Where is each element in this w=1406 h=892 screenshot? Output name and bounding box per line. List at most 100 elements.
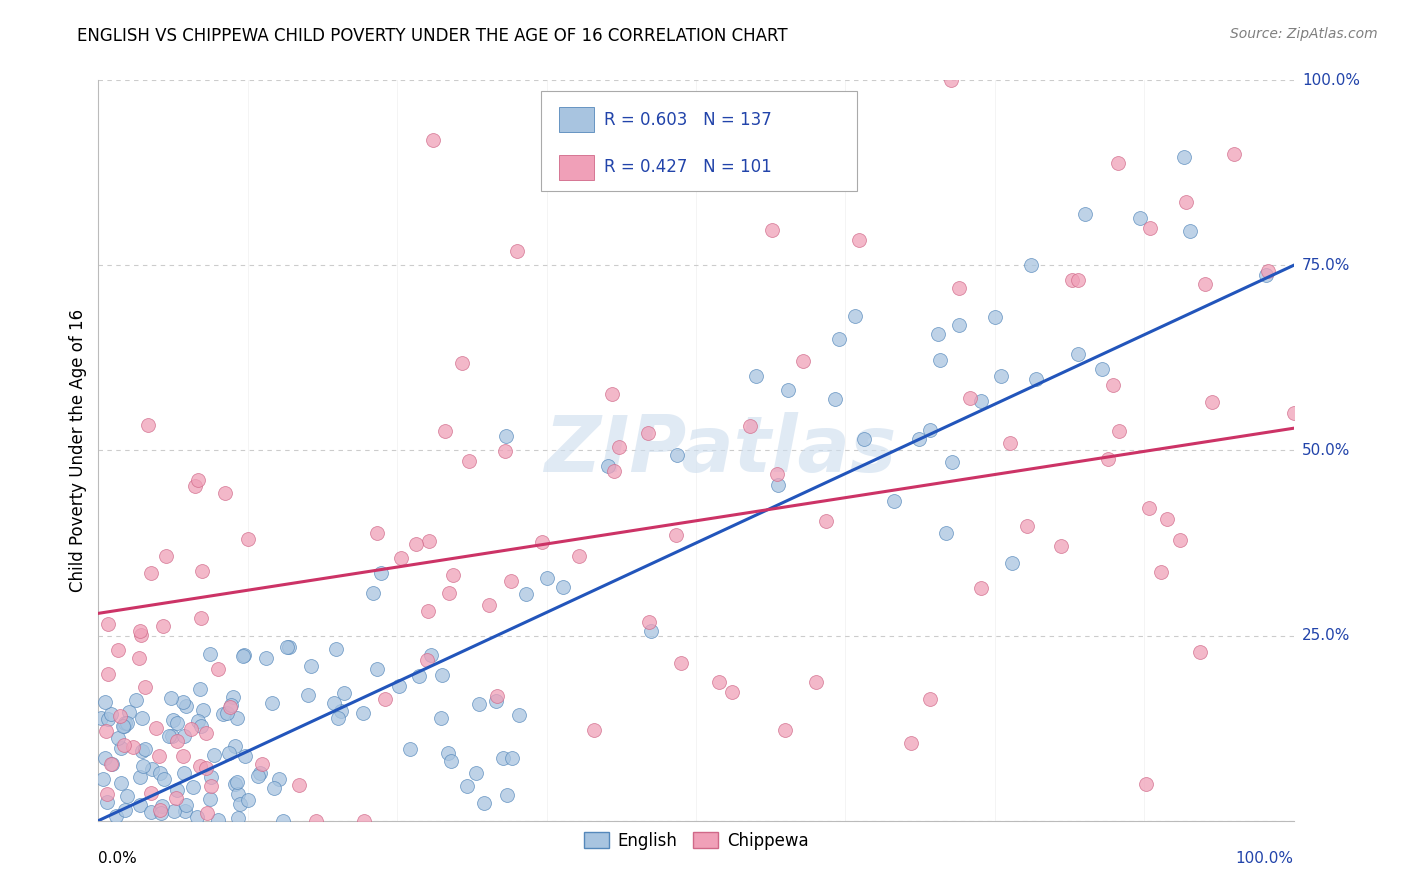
Point [111, 718, 134, 732]
Point [152, 619, 174, 633]
Point [806, 675, 828, 690]
Point [465, 766, 488, 780]
Point [1067, 347, 1090, 361]
Point [738, 418, 761, 433]
Point [948, 318, 970, 332]
Point [249, 765, 271, 780]
Point [226, 787, 249, 801]
Text: ZIPatlas: ZIPatlas [544, 412, 896, 489]
Point [172, 695, 194, 709]
Point [531, 534, 554, 549]
Point [124, 692, 146, 706]
Point [844, 309, 866, 323]
Point [207, 813, 229, 827]
Point [883, 494, 905, 508]
Point [1097, 451, 1119, 466]
Point [990, 368, 1012, 383]
Point [436, 746, 458, 760]
Point [229, 797, 252, 811]
Point [90, 711, 112, 725]
Point [134, 680, 156, 694]
Point [202, 747, 225, 762]
Point [297, 688, 319, 702]
Point [305, 814, 328, 828]
Point [388, 679, 411, 693]
Point [1282, 407, 1305, 421]
Point [114, 803, 136, 817]
Point [582, 723, 605, 737]
Point [153, 772, 176, 787]
Point [134, 741, 156, 756]
Point [187, 714, 209, 729]
Point [745, 369, 768, 384]
Point [1067, 273, 1090, 287]
Point [1107, 155, 1129, 169]
Point [277, 640, 299, 655]
Point [110, 708, 132, 723]
Point [115, 716, 138, 731]
Point [173, 729, 195, 743]
Point [165, 791, 187, 805]
Point [299, 659, 322, 673]
Point [129, 624, 152, 638]
Point [247, 769, 270, 783]
Point [233, 749, 256, 764]
Point [173, 766, 195, 780]
Point [1201, 395, 1223, 409]
Point [598, 459, 620, 474]
Point [139, 566, 162, 581]
Point [107, 643, 129, 657]
Point [506, 244, 529, 258]
Point [969, 582, 991, 596]
Text: 50.0%: 50.0% [1302, 443, 1350, 458]
Point [211, 706, 233, 721]
Point [1129, 211, 1152, 226]
Point [1000, 556, 1022, 570]
Point [97, 617, 120, 632]
Text: R = 0.427   N = 101: R = 0.427 N = 101 [605, 158, 772, 177]
Point [495, 428, 517, 442]
Point [1256, 268, 1278, 283]
Point [198, 792, 221, 806]
Point [163, 804, 186, 818]
Point [456, 779, 478, 793]
Text: 75.0%: 75.0% [1302, 258, 1350, 273]
Y-axis label: Child Poverty Under the Age of 16: Child Poverty Under the Age of 16 [69, 309, 87, 592]
Point [1139, 221, 1161, 235]
Point [188, 759, 211, 773]
Point [254, 651, 277, 665]
Point [492, 750, 515, 764]
Point [1180, 224, 1202, 238]
Point [637, 426, 659, 441]
Point [941, 455, 963, 469]
Point [408, 669, 430, 683]
Point [433, 424, 456, 438]
Point [824, 392, 846, 407]
Point [720, 685, 742, 699]
Point [494, 444, 516, 458]
Point [162, 713, 184, 727]
Point [136, 417, 159, 432]
Point [366, 662, 388, 676]
Point [1135, 777, 1157, 791]
Point [430, 668, 453, 682]
Point [180, 722, 202, 736]
Point [370, 566, 392, 581]
Point [93, 772, 115, 786]
Bar [558, 107, 595, 133]
Point [219, 698, 242, 712]
Point [145, 721, 167, 735]
Point [1173, 150, 1195, 164]
Point [218, 746, 240, 760]
Point [188, 682, 211, 697]
Point [828, 332, 851, 346]
Point [250, 756, 273, 771]
Point [765, 467, 787, 482]
Point [166, 733, 188, 747]
Point [666, 448, 689, 462]
Point [139, 786, 162, 800]
Text: 100.0%: 100.0% [1302, 73, 1360, 87]
Point [935, 526, 957, 541]
Point [149, 806, 172, 821]
Point [405, 537, 427, 551]
